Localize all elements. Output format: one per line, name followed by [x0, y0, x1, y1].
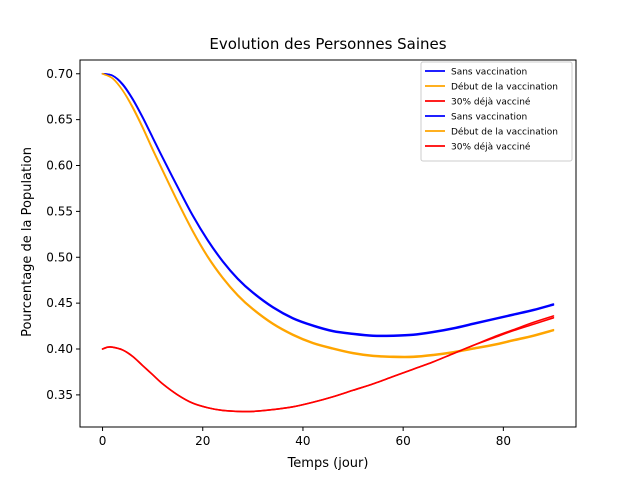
legend-frame	[420, 61, 573, 162]
series-line-6	[101, 317, 555, 413]
y-tick-label: 0.70	[46, 67, 73, 81]
x-axis-label: Temps (jour)	[287, 456, 369, 471]
legend-label: 30% déjà vacciné	[451, 97, 531, 108]
plot-frame	[79, 59, 577, 428]
chart-title: Evolution des Personnes Saines	[209, 35, 446, 53]
series-layer	[101, 72, 555, 413]
legend: Sans vaccination Début de la vaccination 3…	[420, 61, 573, 162]
legend-label: Sans vaccination	[451, 113, 527, 123]
y-tick-label: 0.55	[46, 204, 73, 218]
y-tick-label: 0.60	[46, 159, 73, 173]
legend-label: Début de la vaccination	[451, 82, 558, 93]
x-tick-label: 40	[295, 434, 310, 448]
y-axis-label: Pourcentage de la Population	[20, 147, 35, 337]
y-tick-label: 0.50	[46, 250, 73, 264]
legend-label: 30% déjà vacciné	[451, 142, 531, 153]
x-tick-label: 0	[99, 434, 107, 448]
y-tick-label: 0.40	[46, 342, 73, 356]
plot-area	[79, 59, 577, 428]
x-tick-label: 60	[396, 434, 411, 448]
x-axis: 0 20 40 60 80	[99, 427, 511, 448]
legend-label: Début de la vaccination	[451, 127, 558, 138]
legend-label: Sans vaccination	[451, 68, 527, 78]
y-tick-label: 0.65	[46, 113, 73, 127]
series-line-4	[101, 72, 555, 337]
x-tick-label: 20	[195, 434, 210, 448]
y-tick-label: 0.45	[46, 296, 73, 310]
y-tick-label: 0.35	[46, 388, 73, 402]
x-tick-label: 80	[496, 434, 511, 448]
y-axis: 0.35 0.40 0.45 0.50 0.55 0.60 0.65 0.70	[46, 67, 80, 402]
